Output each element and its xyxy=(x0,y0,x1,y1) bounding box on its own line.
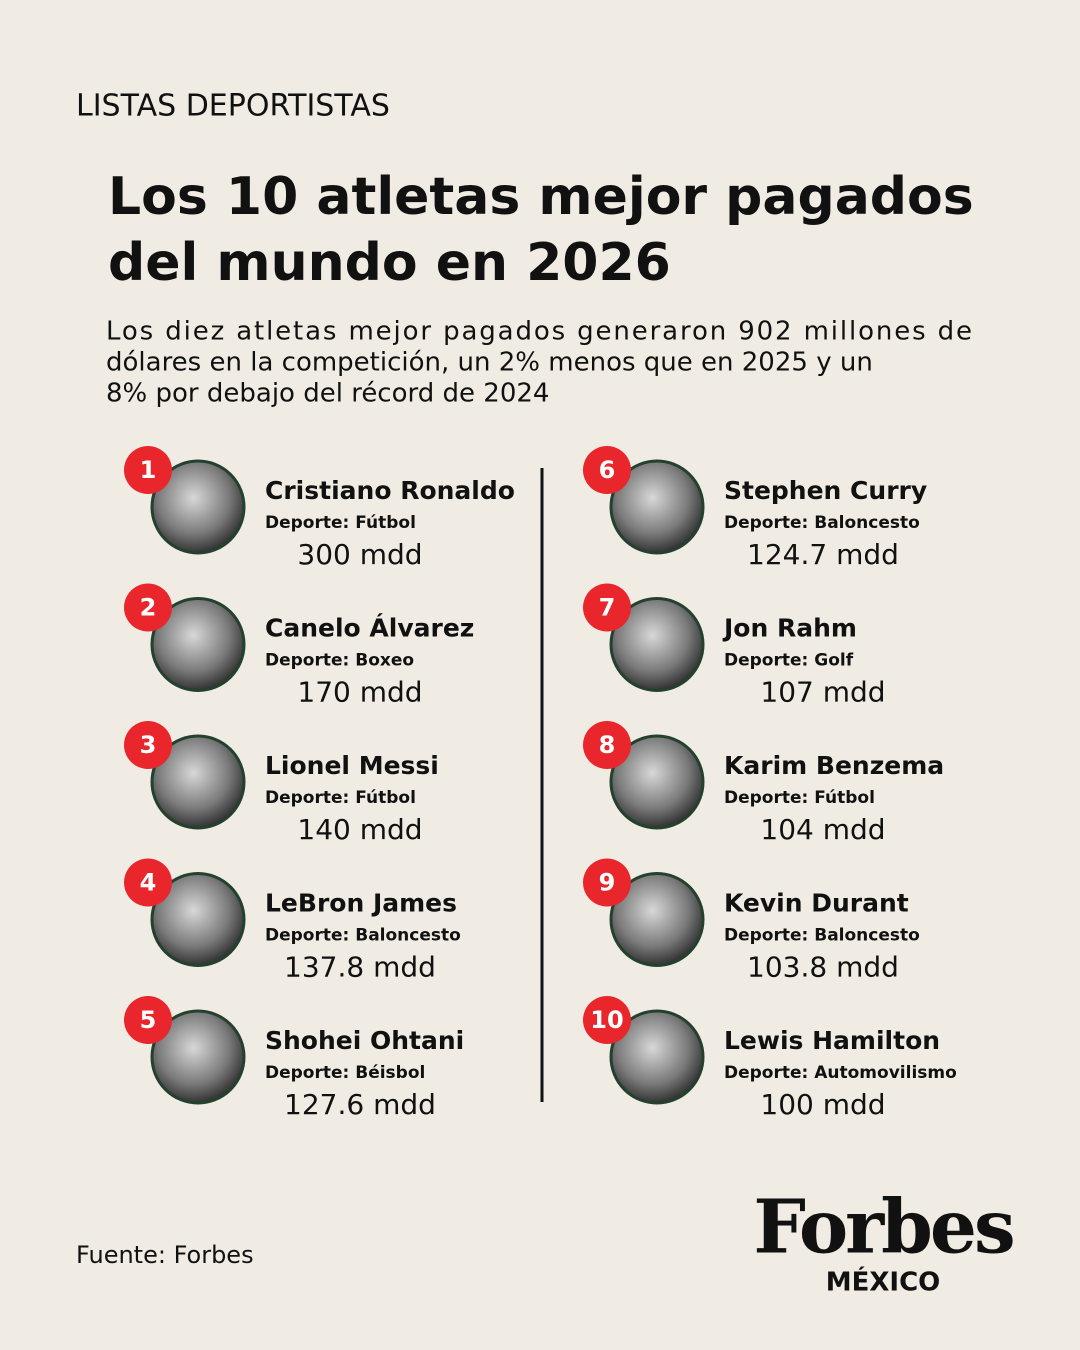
rank: 8 xyxy=(599,731,616,759)
athlete-earnings: 300 mdd xyxy=(297,538,422,571)
athlete-name: Lewis Hamilton xyxy=(724,1026,940,1055)
athlete-photo xyxy=(150,872,246,967)
rank-badge xyxy=(583,721,631,769)
athlete-sport: Deporte: Automovilismo xyxy=(724,1063,957,1083)
athlete-name: LeBron James xyxy=(265,889,457,918)
rank: 7 xyxy=(599,594,616,622)
athlete-earnings: 103.8 mdd xyxy=(747,951,899,984)
rank-badge xyxy=(124,446,172,494)
rank: 3 xyxy=(140,731,157,759)
athlete-sport: Deporte: Fútbol xyxy=(265,513,416,533)
rank: 4 xyxy=(140,869,157,897)
subtitle-line: Los diez atletas mejor pagados generaron… xyxy=(106,317,972,347)
rank: 5 xyxy=(140,1006,157,1034)
athlete-name: Jon Rahm xyxy=(722,614,857,643)
rank: 2 xyxy=(140,594,157,622)
athlete-earnings: 100 mdd xyxy=(760,1088,885,1121)
subtitle-line: dólares en la competición, un 2% menos q… xyxy=(106,348,873,378)
rank-badge xyxy=(124,858,172,907)
athlete-photo xyxy=(609,734,705,830)
rank-badge xyxy=(583,996,631,1044)
title-line: Los 10 atletas mejor pagados xyxy=(108,167,974,227)
athlete-earnings: 104 mdd xyxy=(760,813,885,846)
rank-badge xyxy=(583,446,631,494)
athlete-sport: Deporte: Golf xyxy=(724,651,854,671)
athlete-earnings: 124.7 mdd xyxy=(747,538,899,571)
rank-badge xyxy=(583,583,631,632)
rank-badge xyxy=(124,721,172,769)
athlete-sport: Deporte: Baloncesto xyxy=(724,926,920,946)
athlete-photo xyxy=(609,872,705,967)
athlete-photo xyxy=(609,1009,705,1105)
rank-badge xyxy=(583,858,631,907)
rank-badge xyxy=(124,996,172,1044)
athlete-photo xyxy=(150,1009,246,1105)
athlete-name: Stephen Curry xyxy=(724,476,927,505)
athlete-name: Canelo Álvarez xyxy=(265,614,474,643)
logo: Forbes xyxy=(753,1185,1013,1271)
athlete-photo xyxy=(609,597,705,692)
rank: 1 xyxy=(140,456,157,484)
athlete-sport: Deporte: Baloncesto xyxy=(724,513,920,533)
athlete-name: Karim Benzema xyxy=(724,751,944,780)
athlete-photo xyxy=(150,459,246,555)
athlete-earnings: 127.6 mdd xyxy=(284,1088,436,1121)
source: Fuente: Forbes xyxy=(76,1241,254,1269)
subtitle-line: 8% por debajo del récord de 2024 xyxy=(106,379,549,409)
athlete-photo xyxy=(150,597,246,692)
athlete-sport: Deporte: Boxeo xyxy=(265,651,414,671)
logo-sub: MÉXICO xyxy=(826,1266,941,1298)
athlete-photo xyxy=(150,734,246,830)
title-line: del mundo en 2026 xyxy=(108,233,671,293)
athlete-name: Cristiano Ronaldo xyxy=(265,476,515,505)
athlete-photo xyxy=(609,459,705,555)
rank-badge xyxy=(124,583,172,632)
athlete-sport: Deporte: Béisbol xyxy=(265,1063,425,1083)
athlete-sport: Deporte: Baloncesto xyxy=(265,926,461,946)
rank: 6 xyxy=(599,456,616,484)
athlete-earnings: 137.8 mdd xyxy=(284,951,436,984)
athlete-sport: Deporte: Fútbol xyxy=(265,788,416,808)
athlete-earnings: 140 mdd xyxy=(297,813,422,846)
athlete-sport: Deporte: Fútbol xyxy=(724,788,875,808)
rank: 9 xyxy=(599,869,616,897)
athlete-earnings: 107 mdd xyxy=(760,676,885,709)
athlete-name: Shohei Ohtani xyxy=(265,1026,464,1055)
athlete-name: Lionel Messi xyxy=(265,751,439,780)
athlete-name: Kevin Durant xyxy=(724,889,909,918)
athlete-list: 1 Cristiano Ronaldo Deporte: Fútbol 300 mdd… xyxy=(124,446,957,1121)
rank: 10 xyxy=(590,1006,623,1034)
category: LISTAS DEPORTISTAS xyxy=(76,89,390,124)
athlete-earnings: 170 mdd xyxy=(297,676,422,709)
